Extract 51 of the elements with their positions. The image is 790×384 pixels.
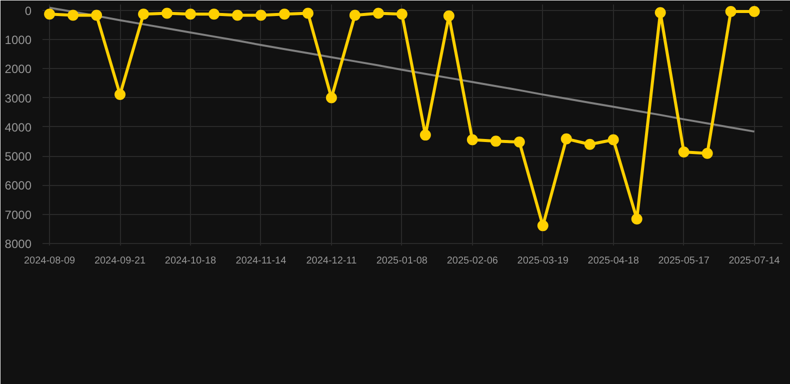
x-tick-label: 2024-12-11	[306, 256, 358, 266]
x-tick-label: 2025-05-17	[658, 256, 710, 266]
point	[326, 92, 337, 104]
point	[725, 6, 736, 17]
point	[162, 8, 173, 19]
point	[584, 138, 596, 150]
x-tick-label: 2024-10-18	[164, 256, 217, 266]
point	[185, 8, 196, 20]
point	[396, 8, 408, 20]
point	[372, 8, 384, 19]
point	[68, 10, 79, 21]
point	[302, 8, 314, 19]
x-tick-label: 2025-01-08	[376, 256, 428, 266]
x-tick-label: 2024-08-09	[24, 256, 76, 266]
point	[654, 7, 666, 18]
point	[678, 146, 690, 158]
y-tick-label: 4000	[4, 120, 32, 134]
y-tick-label: 5000	[4, 150, 32, 164]
x-tick-label: 2025-07-14	[728, 256, 780, 266]
point	[537, 220, 548, 232]
point	[466, 134, 478, 146]
y-tick-label: 6000	[4, 178, 32, 193]
x-tick-label: 2025-03-19	[517, 256, 569, 266]
point	[560, 133, 572, 144]
y-tick-label: 3000	[4, 91, 32, 106]
point	[514, 136, 525, 148]
point	[631, 213, 642, 224]
point	[443, 10, 454, 22]
point	[420, 130, 431, 141]
y-tick-label: 0	[24, 4, 32, 18]
point	[349, 10, 360, 21]
y-tick-label: 1000	[4, 32, 32, 47]
y-tick-label: 7000	[4, 208, 32, 222]
point	[91, 10, 102, 21]
y-tick-label: 8000	[4, 236, 32, 251]
x-tick-label: 2025-04-18	[588, 256, 640, 266]
point	[232, 10, 243, 21]
point	[208, 8, 220, 20]
point	[278, 8, 290, 20]
x-tick-label: 2025-02-06	[446, 256, 498, 266]
y-tick-label: 2000	[4, 62, 32, 76]
point	[44, 8, 56, 20]
point	[255, 10, 266, 21]
point	[608, 134, 619, 146]
point	[702, 148, 713, 159]
point	[490, 136, 502, 147]
point	[114, 89, 126, 100]
point	[138, 8, 150, 20]
point	[748, 6, 760, 17]
x-tick-label: 2024-09-21	[94, 256, 146, 266]
x-tick-label: 2024-11-14	[236, 256, 287, 266]
